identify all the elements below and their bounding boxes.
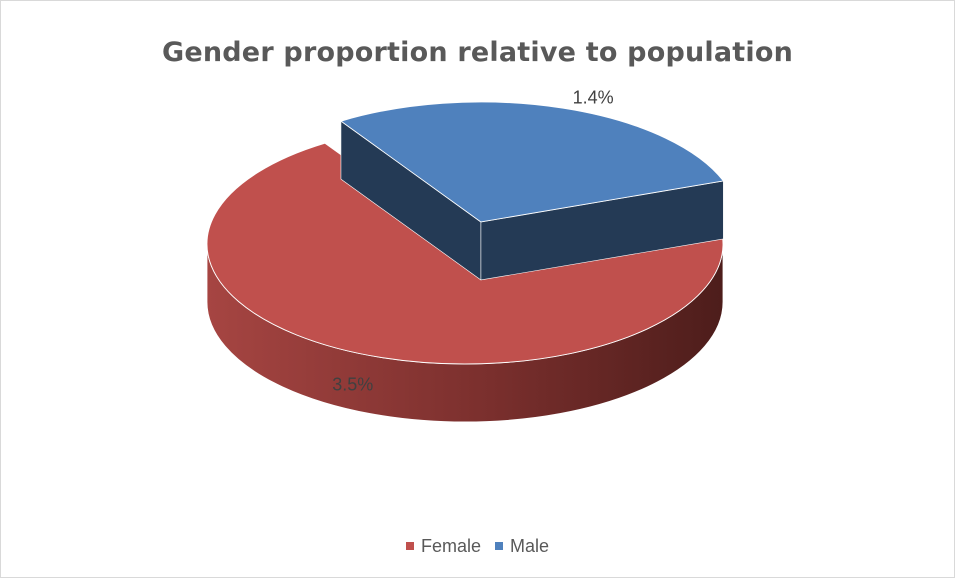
legend-swatch-female: [405, 542, 414, 550]
legend-swatch-male: [495, 542, 503, 550]
data-label-female: 3.5%: [332, 375, 373, 395]
legend: Female Male: [1, 534, 954, 558]
chart-title: Gender proportion relative to population: [161, 37, 794, 68]
legend-item-female: Female: [405, 535, 481, 557]
slice-male-top: [340, 101, 724, 223]
legend-item-male: Male: [495, 536, 549, 557]
data-label-male: 1.4%: [573, 87, 614, 107]
legend-label-male: Male: [510, 535, 550, 556]
legend-label-female: Female: [420, 535, 481, 556]
slice-male: [340, 101, 724, 281]
